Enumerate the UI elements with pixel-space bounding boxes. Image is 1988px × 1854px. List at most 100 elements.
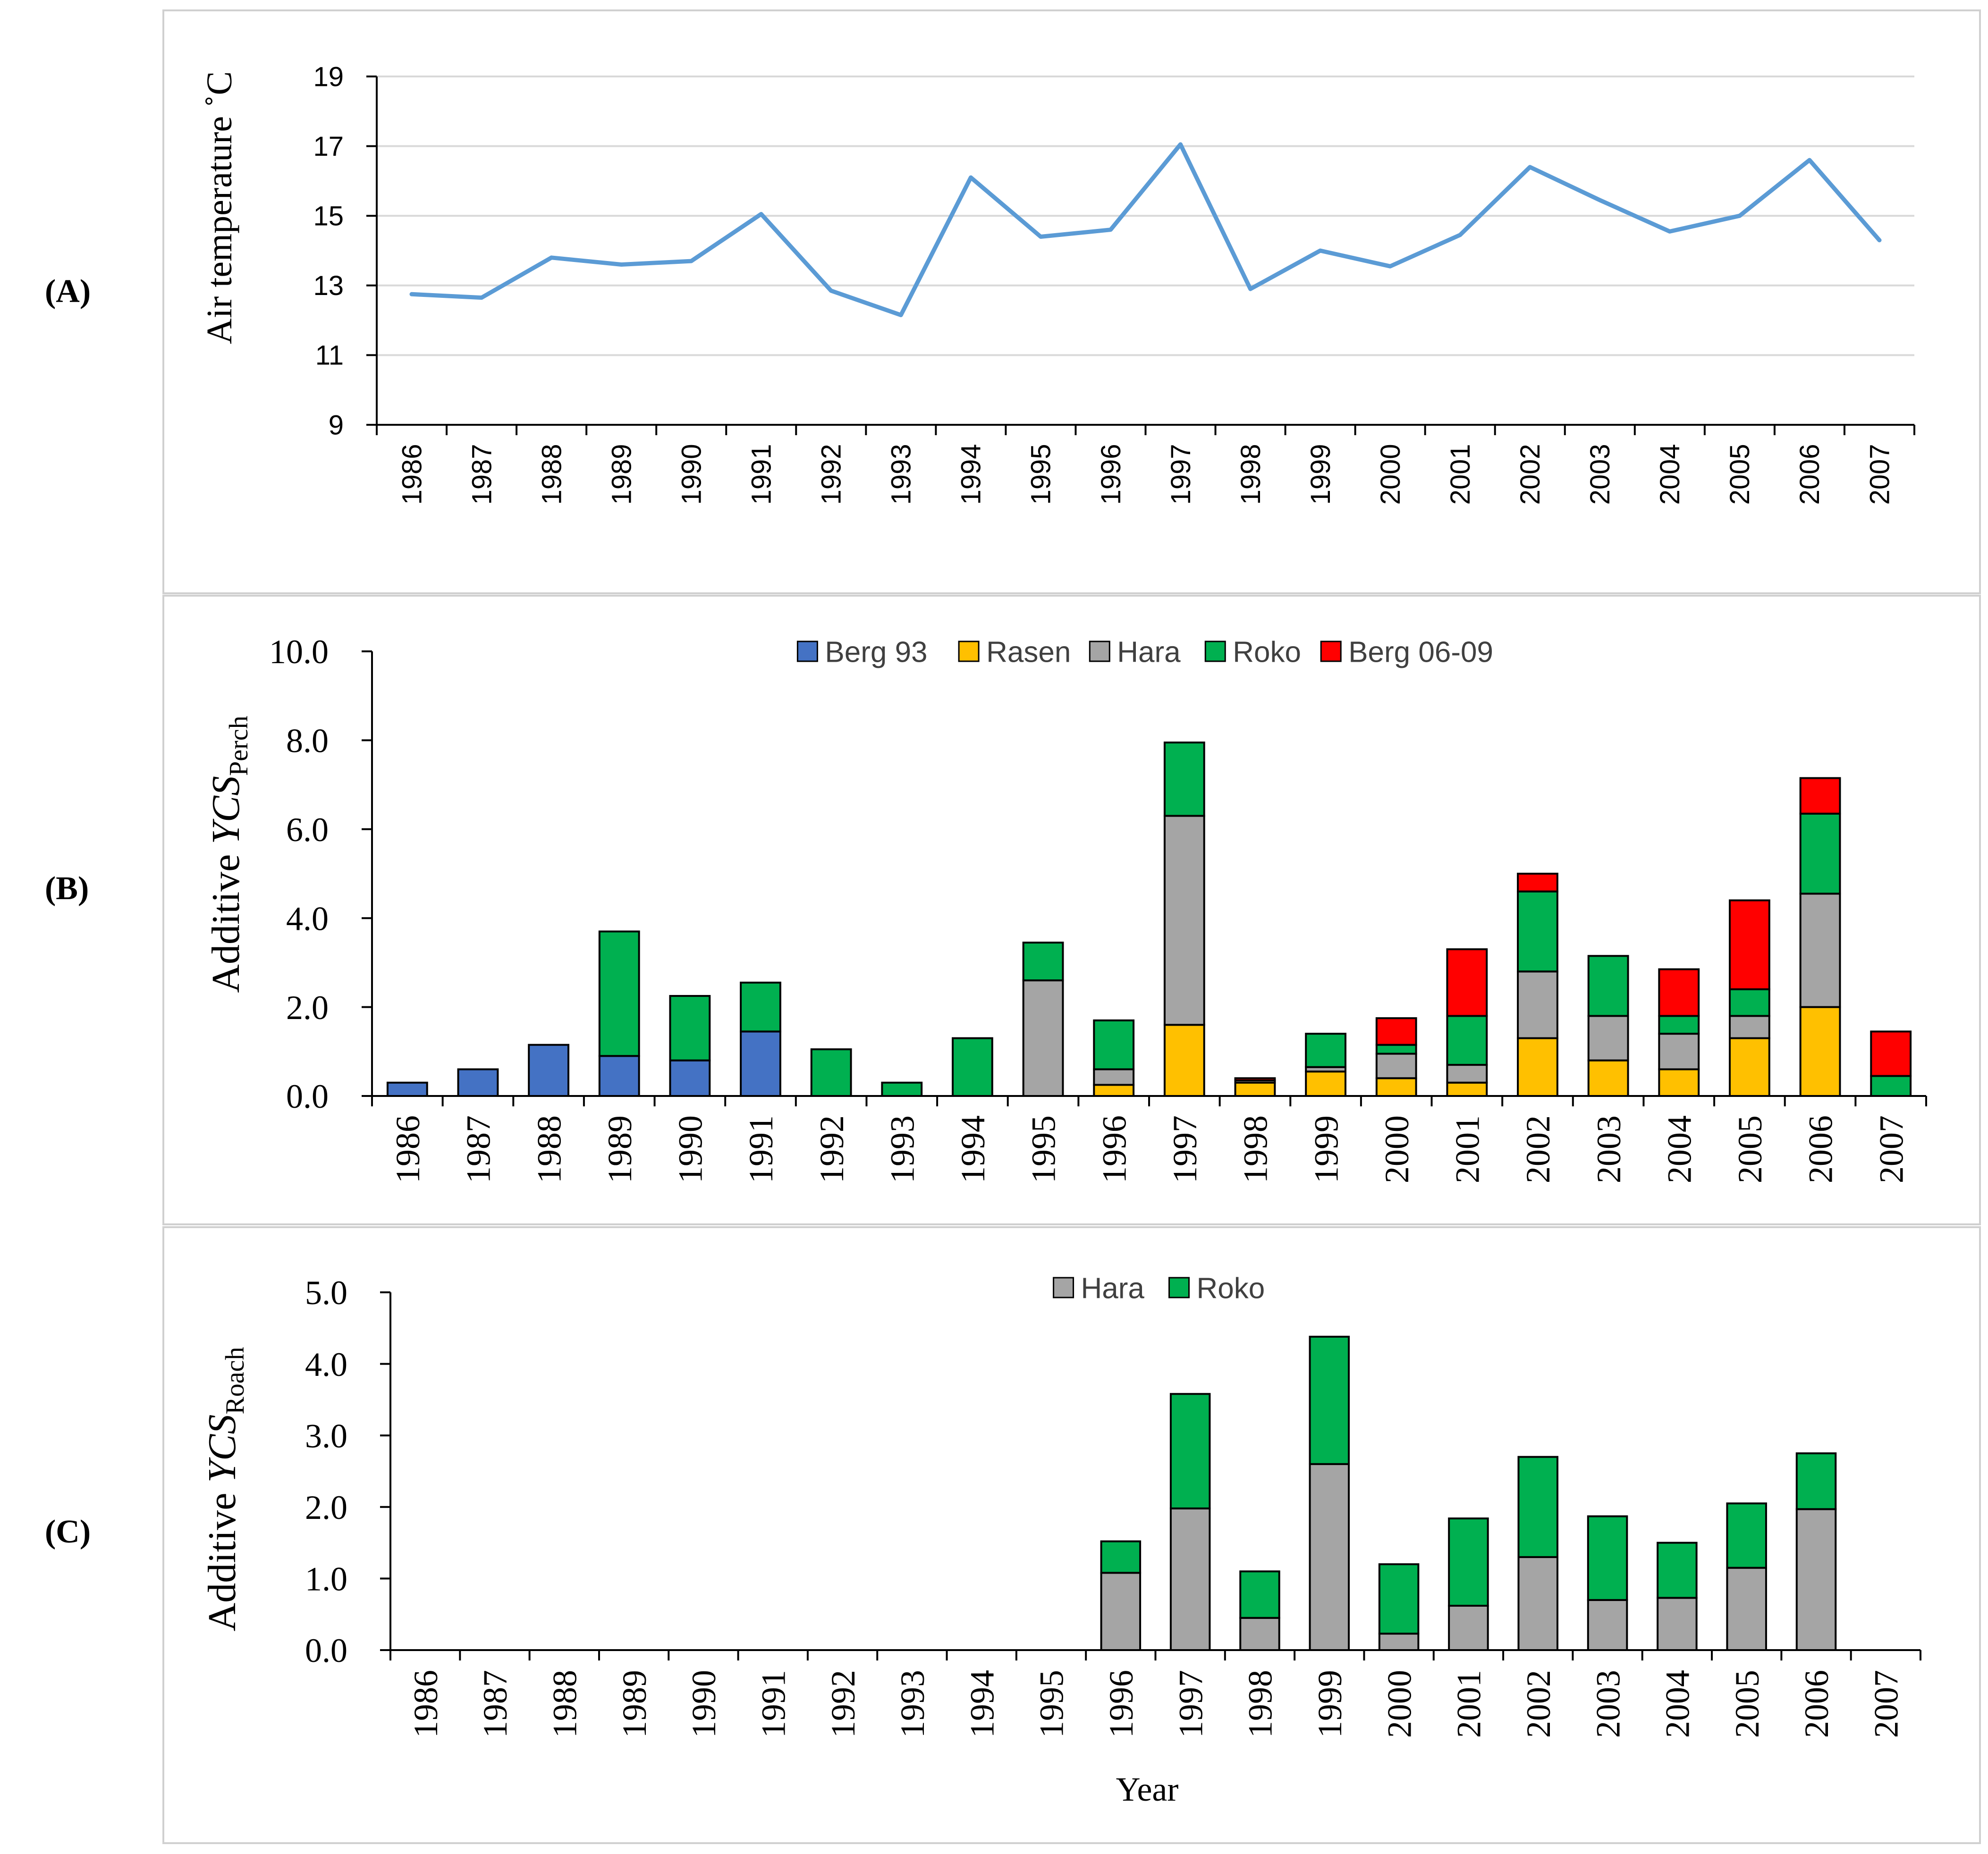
- bar-segment: [1022, 942, 1064, 982]
- bar-segment: [1729, 988, 1770, 1017]
- chart-b-stacked-bars: [386, 742, 1912, 1097]
- legend-label: Hara: [1117, 636, 1181, 668]
- chart-c-legend: Hara Roko: [1053, 1272, 1265, 1305]
- y-tick-label: 10.0: [269, 633, 329, 671]
- x-tick-label: 1994: [956, 444, 987, 505]
- bar-segment: [1587, 1015, 1629, 1062]
- bar-segment: [1799, 893, 1841, 1008]
- x-tick-label: 2007: [1868, 1670, 1905, 1738]
- x-tick-label: 1996: [1095, 1115, 1133, 1183]
- x-tick-label: 1990: [677, 444, 707, 505]
- chart-c-x-tick-labels: 1986 1987 1988 1989 1990 1991 1992 1993 1994 1995…: [407, 1670, 1905, 1738]
- bar-segment: [952, 1037, 993, 1097]
- x-tick-label: 1996: [1102, 1670, 1140, 1738]
- bar-segment: [1658, 968, 1700, 1017]
- panel-label-a: (A): [45, 273, 91, 310]
- x-tick-label: 1993: [894, 1670, 931, 1738]
- x-tick-label: 1992: [816, 444, 847, 505]
- bar-segment: [1093, 1068, 1135, 1086]
- chart-c-stacked-bars: [1100, 1335, 1837, 1652]
- bar-segment: [1587, 1515, 1628, 1601]
- bar-segment: [740, 1030, 781, 1097]
- bar-segment: [1446, 1081, 1488, 1097]
- chart-c-roach-ycs: 0.01.02.03.04.05.0 1986 1987 1988 1989 1990 1…: [200, 1272, 1921, 1808]
- bar-segment: [1375, 1053, 1417, 1079]
- y-tick-label: 13: [313, 270, 344, 301]
- x-tick-label: 1988: [536, 444, 567, 505]
- bar-segment: [1234, 1081, 1276, 1097]
- legend-label: Berg 06-09: [1348, 636, 1493, 668]
- x-tick-label: 1992: [824, 1670, 862, 1738]
- chart-c-y-tick-labels: 0.0 1.0 2.0 3.0 4.0 5.0: [305, 1274, 347, 1669]
- x-tick-label: 1987: [476, 1670, 514, 1738]
- bar-segment: [1446, 948, 1488, 1017]
- bar-segment: [1795, 1452, 1837, 1510]
- y-tick-label: 0.0: [286, 1078, 329, 1115]
- x-tick-label: 1995: [1026, 444, 1057, 505]
- x-tick-label: 1998: [1237, 1115, 1275, 1183]
- bar-segment: [1093, 1019, 1135, 1070]
- legend-swatch: [958, 640, 980, 662]
- y-tick-label: 11: [315, 340, 344, 371]
- x-tick-label: 1986: [397, 444, 427, 505]
- bar-segment: [1587, 1599, 1628, 1651]
- y-tick-label: 5.0: [305, 1274, 347, 1312]
- bar-segment: [1446, 1015, 1488, 1066]
- x-tick-label: 2007: [1872, 1115, 1910, 1183]
- chart-b-legend: Berg 93 Rasen Hara Roko Berg 06-09: [796, 636, 1493, 668]
- panel-label-c: (C): [45, 1514, 91, 1550]
- bar-segment: [1375, 1017, 1417, 1046]
- x-tick-label: 1999: [1305, 444, 1336, 505]
- bar-segment: [1799, 812, 1841, 895]
- y-tick-label: 2.0: [305, 1489, 347, 1526]
- x-tick-label: 2004: [1660, 1115, 1698, 1183]
- chart-a-line-series: [409, 142, 1882, 317]
- bar-segment: [1517, 873, 1558, 893]
- bar-segment: [1729, 899, 1770, 990]
- bar-segment: [810, 1048, 852, 1097]
- x-tick-label: 1993: [883, 1115, 921, 1183]
- bar-segment: [1309, 1335, 1350, 1465]
- x-tick-label: 2004: [1655, 444, 1685, 505]
- bar-segment: [1309, 1463, 1350, 1652]
- bar-segment: [1517, 1037, 1558, 1097]
- bar-segment: [1795, 1508, 1837, 1651]
- bar-segment: [1239, 1617, 1280, 1652]
- legend-label: Hara: [1081, 1272, 1145, 1305]
- chart-a-y-tick-labels: 9 11 13 15 17 19: [313, 61, 344, 440]
- bar-segment: [1870, 1030, 1912, 1077]
- x-tick-label: 1993: [886, 444, 917, 505]
- x-tick-label: 1991: [754, 1670, 792, 1738]
- bar-segment: [1726, 1567, 1767, 1651]
- x-tick-label: 1994: [963, 1670, 1001, 1738]
- y-tick-label: 19: [313, 61, 344, 92]
- legend-swatch: [1053, 1277, 1074, 1298]
- bar-segment: [1375, 1077, 1417, 1097]
- bar-segment: [386, 1081, 428, 1097]
- x-tick-label: 1997: [1172, 1670, 1210, 1738]
- y-tick-label: 0.0: [305, 1632, 347, 1669]
- chart-c-x-axis-label: Year: [1116, 1770, 1179, 1808]
- bar-segment: [457, 1068, 499, 1097]
- y-tick-label: 4.0: [305, 1346, 347, 1383]
- chart-a-air-temperature: 9 11 13 15 17 19 1986 1987 1988 1989 1990 1991 1992…: [200, 61, 1915, 505]
- legend-swatch: [1204, 640, 1226, 662]
- x-tick-label: 2007: [1864, 444, 1895, 505]
- bar-segment: [1239, 1570, 1280, 1619]
- x-tick-label: 1995: [1033, 1670, 1071, 1738]
- x-tick-label: 2001: [1445, 444, 1476, 505]
- bar-segment: [881, 1081, 923, 1097]
- x-tick-label: 1990: [672, 1115, 710, 1183]
- y-tick-label: 2.0: [286, 989, 329, 1027]
- x-tick-label: 2000: [1380, 1670, 1418, 1738]
- x-tick-label: 1989: [606, 444, 637, 505]
- x-tick-label: 2005: [1731, 1115, 1769, 1183]
- chart-b-perch-ycs: 0.0 2.0 4.0 6.0 8.0 10.0 1986 1987 1988 1989 1990…: [204, 633, 1927, 1183]
- bar-segment: [1163, 815, 1205, 1026]
- y-tick-label: 1.0: [305, 1560, 347, 1598]
- bar-segment: [1234, 1077, 1276, 1082]
- bar-segment: [1100, 1540, 1142, 1574]
- bar-segment: [1093, 1084, 1135, 1097]
- x-tick-label: 1991: [742, 1115, 780, 1183]
- y-tick-label: 4.0: [286, 900, 329, 937]
